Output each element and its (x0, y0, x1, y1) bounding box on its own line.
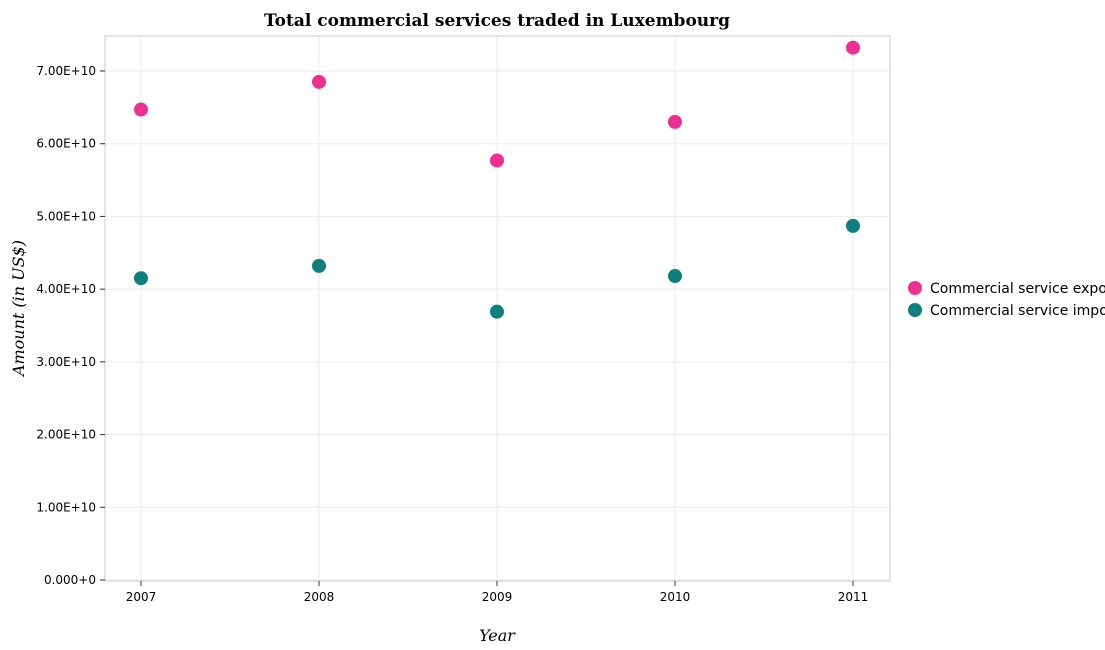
y-tick-label: 5.00E+10 (36, 209, 96, 223)
x-tick-label: 2011 (838, 590, 869, 604)
data-point-imports (846, 218, 860, 233)
legend-marker (908, 281, 922, 295)
y-tick-label: 0.000+0 (44, 573, 96, 587)
x-tick-label: 2007 (126, 590, 157, 604)
y-tick-label: 4.00E+10 (36, 282, 96, 296)
y-tick-label: 1.00E+10 (36, 500, 96, 514)
x-axis-label: Year (479, 626, 516, 645)
data-point-imports (490, 304, 504, 319)
data-point-exports (490, 153, 504, 168)
legend-label: Commercial service exports (930, 281, 1105, 297)
x-tick-label: 2008 (304, 590, 335, 604)
legend-marker (908, 303, 922, 317)
y-axis-ticks: 0.000+0 1.00E+10 2.00E+10 3.00E+10 4.00E+10 5… (36, 64, 105, 587)
data-point-exports (668, 114, 682, 129)
x-tick-label: 2010 (660, 590, 691, 604)
y-axis-label: Amount (in US$) (9, 240, 28, 378)
y-tick-label: 7.00E+10 (36, 64, 96, 78)
y-tick-label: 2.00E+10 (36, 428, 96, 442)
data-point-imports (668, 269, 682, 284)
data-points (134, 40, 860, 319)
data-point-exports (312, 74, 326, 89)
y-tick-label: 6.00E+10 (36, 137, 96, 151)
x-tick-label: 2009 (482, 590, 513, 604)
data-point-imports (312, 258, 326, 273)
legend: Commercial service exports Commercial ser… (908, 281, 1105, 319)
legend-label: Commercial service imports (930, 303, 1105, 319)
data-point-exports (846, 40, 860, 55)
x-axis-ticks: 2007 2008 2009 2010 2011 (126, 581, 869, 604)
data-point-exports (134, 102, 148, 117)
chart-title: Total commercial services traded in Luxe… (264, 11, 730, 31)
data-point-imports (134, 271, 148, 286)
y-tick-label: 3.00E+10 (36, 355, 96, 369)
